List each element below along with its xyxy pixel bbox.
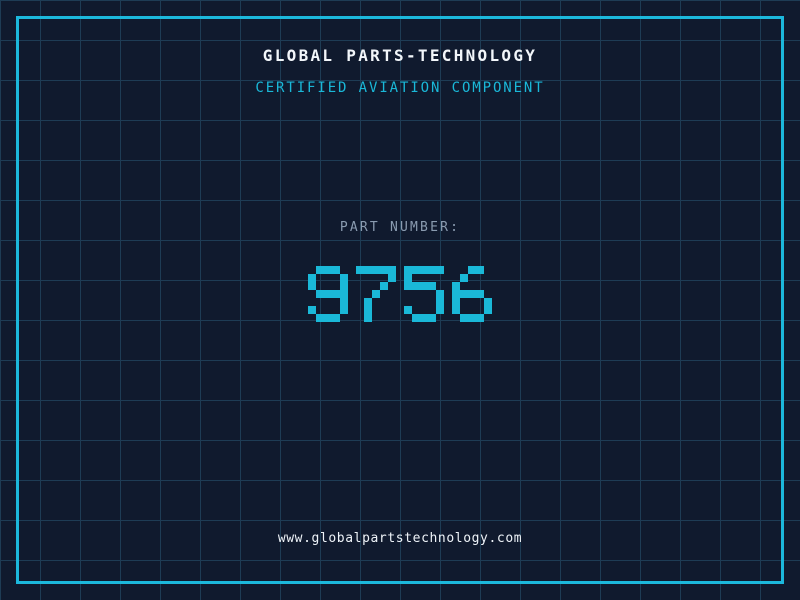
part-number-label: PART NUMBER: — [339, 220, 461, 235]
card-subtitle: CERTIFIED AVIATION COMPONENT — [255, 80, 545, 96]
page-title: GLOBAL PARTS-TECHNOLOGY — [262, 46, 538, 65]
footer-url: www.globalpartstechnology.com — [277, 531, 523, 546]
part-number-value — [0, 266, 800, 330]
part-number-pixel-glyphs — [308, 266, 492, 322]
